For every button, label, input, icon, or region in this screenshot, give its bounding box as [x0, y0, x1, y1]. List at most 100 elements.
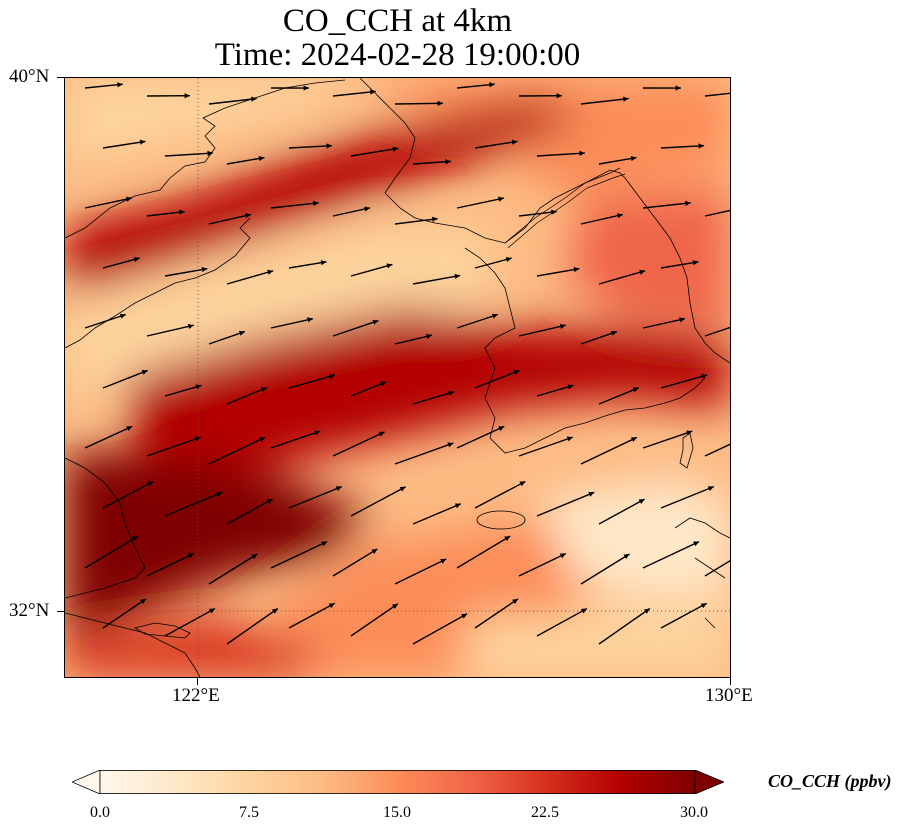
tick-lon-130: [730, 678, 731, 685]
wind-arrowhead: [399, 486, 406, 492]
wind-arrowhead: [448, 390, 455, 396]
border-yalu: [504, 167, 621, 244]
coastline-korea-east: [624, 177, 730, 364]
wind-vector: [580, 436, 638, 465]
border-yalu-2: [507, 173, 626, 249]
wind-vector: [394, 334, 433, 345]
wind-arrowhead: [179, 209, 185, 215]
wind-arrowhead: [119, 313, 126, 319]
wind-arrowhead: [707, 486, 714, 492]
wind-vector: [474, 598, 519, 629]
wind-vector: [270, 430, 321, 449]
colorbar-tick-1: 7.5: [239, 804, 259, 821]
wind-arrowhead: [386, 263, 393, 269]
wind-vector: [598, 156, 637, 165]
wind-vector: [164, 267, 208, 277]
wind-vector: [474, 257, 512, 269]
wind-arrowhead: [258, 437, 265, 443]
wind-arrowhead: [426, 333, 432, 339]
colorbar-tick-0: 0.0: [90, 804, 110, 821]
field-bands: [65, 78, 730, 677]
wind-vector: [704, 559, 730, 577]
wind-vector: [270, 540, 328, 569]
field-mid-north: [365, 78, 730, 198]
wind-vector: [102, 140, 146, 149]
wind-arrowhead: [623, 553, 630, 560]
wind-arrowhead: [266, 499, 273, 504]
wind-vector: [536, 152, 585, 157]
wind-arrowhead: [245, 213, 251, 219]
wind-vector: [146, 210, 185, 217]
wind-vector: [412, 391, 455, 405]
wind-vector: [84, 535, 139, 569]
wind-vector: [350, 603, 399, 637]
wind-vector: [164, 152, 213, 157]
wind-arrowhead: [693, 541, 700, 547]
wind-vector: [598, 270, 646, 285]
jeju-island: [476, 510, 526, 530]
wind-arrowhead: [271, 608, 278, 614]
wind-vector: [536, 491, 595, 517]
wind-vector: [332, 207, 371, 217]
colorbar-tick-2: 15.0: [383, 804, 411, 821]
wind-vector: [146, 552, 195, 577]
wind-vector: [164, 384, 202, 397]
wind-arrowhead: [139, 139, 146, 145]
wind-vector: [518, 552, 567, 577]
wind-vector: [288, 144, 332, 149]
wind-arrowhead: [588, 491, 595, 497]
wind-arrowhead: [632, 387, 639, 393]
coastlines: [65, 78, 730, 677]
wind-arrowhead: [675, 85, 681, 91]
wind-arrowhead: [126, 196, 132, 202]
colorbar-gradient: [100, 770, 695, 794]
lat-label-40n: 40°N: [9, 66, 50, 87]
wind-vector: [350, 381, 387, 397]
wind-arrowhead: [610, 330, 617, 336]
wind-vector: [208, 553, 258, 585]
wind-vector: [332, 548, 378, 577]
field-low-south: [465, 608, 730, 677]
wind-arrowhead: [638, 499, 645, 504]
coastline-chongming: [133, 622, 191, 639]
wind-vector: [226, 498, 273, 525]
wind-vector: [270, 202, 319, 209]
colorbar-label: CO_CCH (ppbv): [768, 771, 892, 791]
wind-vector: [456, 425, 505, 449]
wind-vector: [704, 443, 730, 457]
wind-vector: [164, 491, 223, 517]
wind-vector: [536, 267, 580, 277]
wind-vector: [146, 436, 202, 457]
wind-arrowhead: [639, 269, 646, 275]
wind-arrowhead: [380, 381, 387, 387]
wind-arrowhead: [184, 93, 190, 99]
wind-vector: [518, 436, 574, 457]
wind-arrowhead: [445, 159, 451, 165]
tick-lon-122: [197, 678, 198, 685]
wind-arrowhead: [147, 481, 154, 487]
wind-arrowhead: [126, 426, 133, 431]
wind-vector: [412, 613, 468, 645]
coastline-shandong: [65, 79, 346, 239]
title-variable: CO_CCH at 4km: [282, 3, 513, 39]
wind-vector: [598, 498, 645, 525]
colorbar-tick-4: 30.0: [680, 804, 708, 821]
wind-arrowhead: [216, 491, 223, 497]
map-canvas: [65, 78, 730, 677]
wind-arrowhead: [630, 155, 637, 162]
wind-vector: [642, 430, 693, 449]
wind-vector: [102, 480, 154, 509]
wind-arrowhead: [258, 155, 265, 162]
wind-vector: [536, 384, 574, 397]
wind-vector: [394, 558, 447, 585]
wind-arrowhead: [491, 313, 498, 319]
wind-vector: [288, 374, 336, 389]
lon-label-122e: 122°E: [172, 685, 220, 706]
coastline-shandong-south: [65, 217, 251, 349]
wind-vector: [598, 387, 640, 405]
colorbar-extend-max: [694, 770, 724, 794]
wind-arrowhead: [372, 319, 379, 325]
wind-arrowhead: [556, 93, 562, 99]
wind-arrowhead: [187, 553, 194, 559]
wind-arrowhead: [187, 323, 194, 329]
